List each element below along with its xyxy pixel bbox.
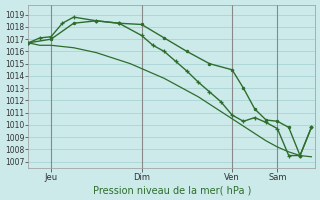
- X-axis label: Pression niveau de la mer( hPa ): Pression niveau de la mer( hPa ): [92, 185, 251, 195]
